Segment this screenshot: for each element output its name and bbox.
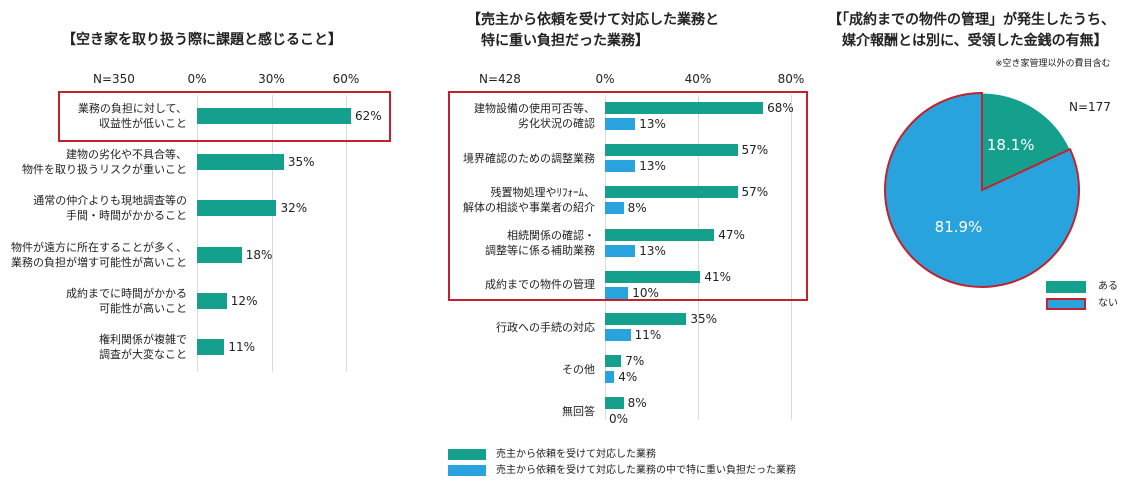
chart1-value-label: 32% [280,201,308,216]
chart1-value-label: 18% [245,247,273,262]
pie-slice-label: 18.1% [987,136,1035,154]
chart2-highlight-box [448,91,808,301]
chart1-value-label: 11% [228,340,255,354]
chart2-bar-burden [605,286,629,299]
chart3-n-label: N=177 [1069,100,1111,114]
chart2-gridline [698,95,699,420]
chart2-value-label-burden: 13% [639,159,666,174]
chart3-note: ※空き家管理以外の費目含む [995,59,1111,69]
chart2-value-label-burden: 10% [632,285,659,300]
chart1-value-label: 35% [287,155,315,170]
chart1-bar [197,154,284,171]
chart1-x-tick: 60% [332,72,360,86]
legend-label-burden: 売主から依頼を受けて対応した業務の中で特に重い負担だった業務 [496,465,796,476]
pie-legend-swatch-no [1046,298,1086,310]
chart2-value-label-burden: 11% [634,328,662,342]
chart1-gridline [346,95,347,372]
chart2-bar-handled [605,102,764,114]
chart2-category-label: 無回答 [562,404,595,418]
chart1-gridline [197,95,198,372]
pie-slice [981,92,1071,191]
chart1-category-label: 権利関係が複雑で 調査が大変なこと [99,333,187,361]
chart2-value-label-burden: 13% [639,117,666,131]
chart2-bar-burden [605,244,636,257]
chart2-x-tick: 40% [684,72,712,86]
chart1-bar [197,339,225,355]
pie-chart: 18.1% 81.9% [884,91,1080,288]
chart1-gridline [271,95,273,372]
chart2-bar-burden [605,160,636,173]
pie-legend-label-no: ない [1098,298,1118,309]
chart2-title-line2: 特に重い負担だった業務】 [481,33,649,49]
pie-slice [884,91,1080,288]
chart3-title-line2: 媒介報酬とは別に、受領した金銭の有無】 [842,33,1108,49]
chart2-value-label-handled: 35% [690,312,718,326]
chart2-value-label-burden: 13% [639,243,666,258]
chart2-n-label: N=428 [479,72,521,86]
pie-legend-label-yes: ある [1098,281,1118,292]
chart1-x-tick: 0% [187,72,207,86]
legend-swatch-burden [448,465,486,476]
legend-label-handled: 売主から依頼を受けて対応した業務 [496,449,656,460]
chart1-category-label: 建物の劣化や不具合等、 物件を取り扱うリスクが重いこと [22,148,187,177]
chart1-bar [197,292,227,309]
chart2-value-label-handled: 7% [625,354,645,369]
chart1-title: 【空き家を取り扱う際に課題と感じること】 [62,32,342,48]
chart1-category-label: 成約までに時間がかかる 可能性が高いこと [66,286,187,315]
chart2-category-label: 成約までの物件の管理 [485,278,595,292]
chart2-bar-handled [605,355,622,368]
chart2-bar-handled [605,313,687,325]
chart2-category-label: 建物設備の使用可否等、 劣化状況の確認 [474,102,595,130]
chart2-value-label-burden: 0% [609,412,629,427]
chart1-value-label: 62% [354,109,382,123]
pie-legend-swatch-yes [1046,281,1086,293]
chart1-highlight-box [58,91,391,142]
chart2-gridline [605,95,606,420]
chart3-title-line1: 【「成約までの物件の管理」が発生したうち、 [828,12,1115,28]
chart2-value-label-handled: 57% [741,185,769,200]
chart2-value-label-handled: 41% [704,269,731,284]
chart1-bar [197,108,351,124]
chart2-bar-handled [605,397,624,410]
chart2-x-tick: 80% [777,72,805,86]
chart1-category-label: 通常の仲介よりも現地調査等の 手間・時間がかかること [33,194,187,223]
chart2-value-label-handled: 47% [718,227,745,242]
chart2-bar-burden [605,202,624,215]
chart2-bar-handled [605,270,701,283]
chart1-n-label: N=350 [93,72,135,86]
chart2-category-label: 残置物処理やﾘﾌｫｰﾑ、 解体の相談や事業者の紹介 [463,186,595,215]
chart2-bar-burden [605,329,631,341]
chart2-bar-burden [605,118,636,130]
chart2-category-label: 境界確認のための調整業務 [463,151,595,165]
pie-slice-label: 81.9% [935,218,983,236]
chart1-category-label: 業務の負担に対して、 収益性が低いこと [77,102,187,130]
chart2-x-tick: 0% [595,72,615,86]
chart2-gridline [791,95,792,420]
chart1-bar [197,246,242,263]
chart1-category-label: 物件が遠方に所在することが多く、 業務の負担が増す可能性が高いこと [11,240,187,269]
chart1-bar [197,200,277,217]
chart2-value-label-handled: 68% [767,101,794,115]
chart1-value-label: 12% [230,293,258,308]
chart2-bar-handled [605,144,738,157]
chart2-value-label-burden: 8% [627,201,647,216]
chart2-category-label: 行政への手続の対応 [496,320,595,334]
chart2-value-label-handled: 8% [627,396,647,411]
legend-swatch-handled [448,449,486,460]
chart1-x-tick: 30% [258,72,285,86]
chart2-bar-burden [605,371,615,384]
chart2-value-label-burden: 4% [618,370,638,385]
chart2-bar-handled [605,228,715,241]
chart2-title-line1: 【売主から依頼を受けて対応した業務と [467,12,719,28]
chart2-value-label-handled: 57% [741,143,769,158]
chart2-bar-handled [605,186,738,199]
chart2-category-label: 相続関係の確認・ 調整等に係る補助業務 [485,228,595,257]
chart2-category-label: その他 [562,362,595,376]
